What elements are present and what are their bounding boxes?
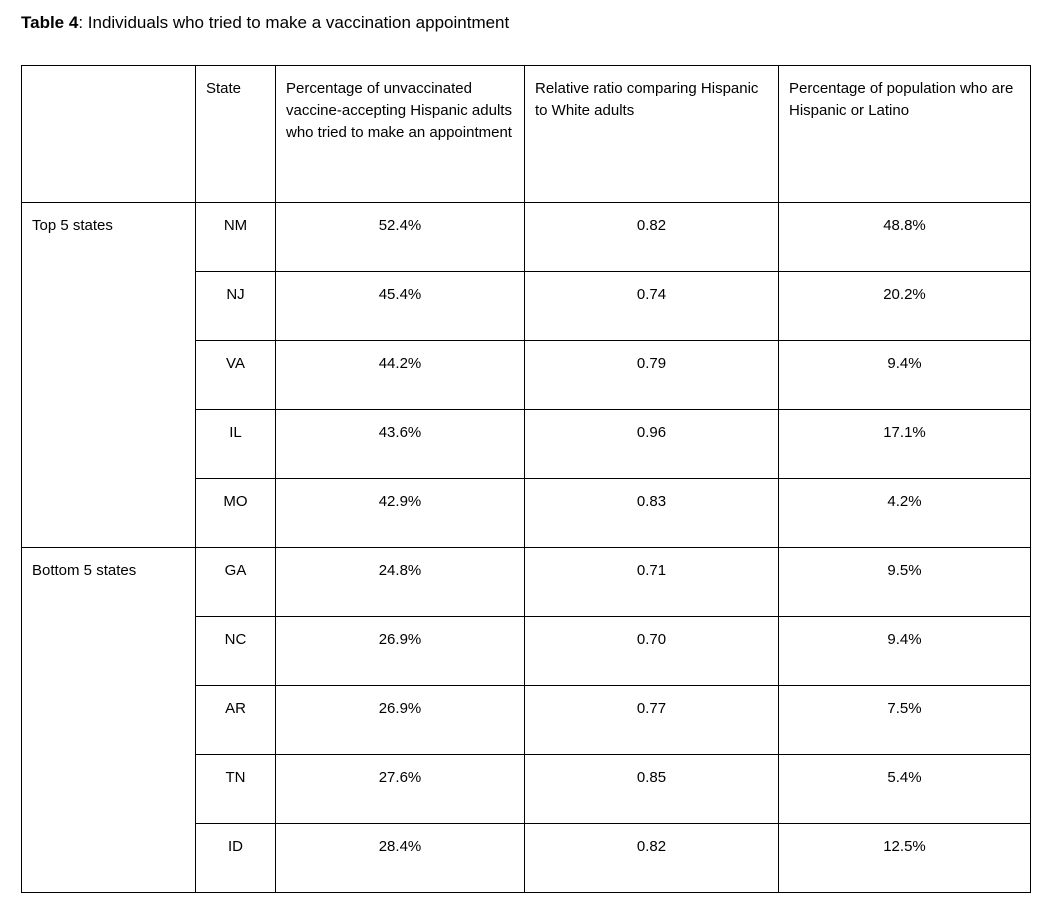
header-pct-hispanic: Percentage of population who are Hispani… xyxy=(778,65,1031,203)
state-cell: GA xyxy=(195,547,276,617)
header-pct-tried: Percentage of unvaccinated vaccine-accep… xyxy=(275,65,525,203)
pct-hispanic-cell: 12.5% xyxy=(778,823,1031,893)
table-row: Top 5 states NM 52.4% 0.82 48.8% xyxy=(21,202,1031,548)
ratio-cell: 0.96 xyxy=(524,409,779,479)
header-row: State Percentage of unvaccinated vaccine… xyxy=(21,65,1031,203)
pct-tried-cell: 44.2% xyxy=(275,340,525,410)
table-row: Bottom 5 states GA 24.8% 0.71 9.5% xyxy=(21,547,1031,893)
ratio-cell: 0.71 xyxy=(524,547,779,617)
pct-tried-cell: 43.6% xyxy=(275,409,525,479)
pct-hispanic-cell: 7.5% xyxy=(778,685,1031,755)
table-row: MO 42.9% 0.83 4.2% xyxy=(22,478,1031,548)
ratio-cell: 0.70 xyxy=(524,616,779,686)
table-row: NJ 45.4% 0.74 20.2% xyxy=(22,271,1031,341)
pct-tried-cell: 27.6% xyxy=(275,754,525,824)
ratio-cell: 0.85 xyxy=(524,754,779,824)
table-caption: : Individuals who tried to make a vaccin… xyxy=(78,13,510,32)
pct-hispanic-cell: 9.5% xyxy=(778,547,1031,617)
state-cell: NJ xyxy=(195,271,276,341)
table-row: NC 26.9% 0.70 9.4% xyxy=(22,616,1031,686)
pct-tried-cell: 45.4% xyxy=(275,271,525,341)
ratio-cell: 0.83 xyxy=(524,478,779,548)
ratio-cell: 0.74 xyxy=(524,271,779,341)
pct-tried-cell: 28.4% xyxy=(275,823,525,893)
pct-tried-cell: 42.9% xyxy=(275,478,525,548)
ratio-cell: 0.79 xyxy=(524,340,779,410)
table-row: AR 26.9% 0.77 7.5% xyxy=(22,685,1031,755)
group-label-bottom5: Bottom 5 states xyxy=(21,547,196,893)
table-row: IL 43.6% 0.96 17.1% xyxy=(22,409,1031,479)
ratio-cell: 0.77 xyxy=(524,685,779,755)
table-row: VA 44.2% 0.79 9.4% xyxy=(22,340,1031,410)
header-blank-cell xyxy=(21,65,196,203)
data-table: State Percentage of unvaccinated vaccine… xyxy=(21,65,1031,893)
header-relative-ratio: Relative ratio comparing Hispanic to Whi… xyxy=(524,65,779,203)
pct-hispanic-cell: 17.1% xyxy=(778,409,1031,479)
pct-tried-cell: 26.9% xyxy=(275,685,525,755)
state-cell: VA xyxy=(195,340,276,410)
ratio-cell: 0.82 xyxy=(524,202,779,272)
pct-hispanic-cell: 9.4% xyxy=(778,616,1031,686)
state-cell: MO xyxy=(195,478,276,548)
state-cell: AR xyxy=(195,685,276,755)
state-cell: NM xyxy=(195,202,276,272)
state-cell: ID xyxy=(195,823,276,893)
group-label-top5: Top 5 states xyxy=(21,202,196,548)
pct-tried-cell: 26.9% xyxy=(275,616,525,686)
pct-hispanic-cell: 4.2% xyxy=(778,478,1031,548)
page-title: Table 4: Individuals who tried to make a… xyxy=(21,12,1064,34)
table-row: TN 27.6% 0.85 5.4% xyxy=(22,754,1031,824)
pct-tried-cell: 52.4% xyxy=(275,202,525,272)
pct-hispanic-cell: 9.4% xyxy=(778,340,1031,410)
table-row: ID 28.4% 0.82 12.5% xyxy=(22,823,1031,893)
pct-tried-cell: 24.8% xyxy=(275,547,525,617)
pct-hispanic-cell: 48.8% xyxy=(778,202,1031,272)
pct-hispanic-cell: 5.4% xyxy=(778,754,1031,824)
table-number-label: Table 4 xyxy=(21,13,79,32)
state-cell: IL xyxy=(195,409,276,479)
state-cell: TN xyxy=(195,754,276,824)
header-state: State xyxy=(195,65,276,203)
state-cell: NC xyxy=(195,616,276,686)
pct-hispanic-cell: 20.2% xyxy=(778,271,1031,341)
ratio-cell: 0.82 xyxy=(524,823,779,893)
